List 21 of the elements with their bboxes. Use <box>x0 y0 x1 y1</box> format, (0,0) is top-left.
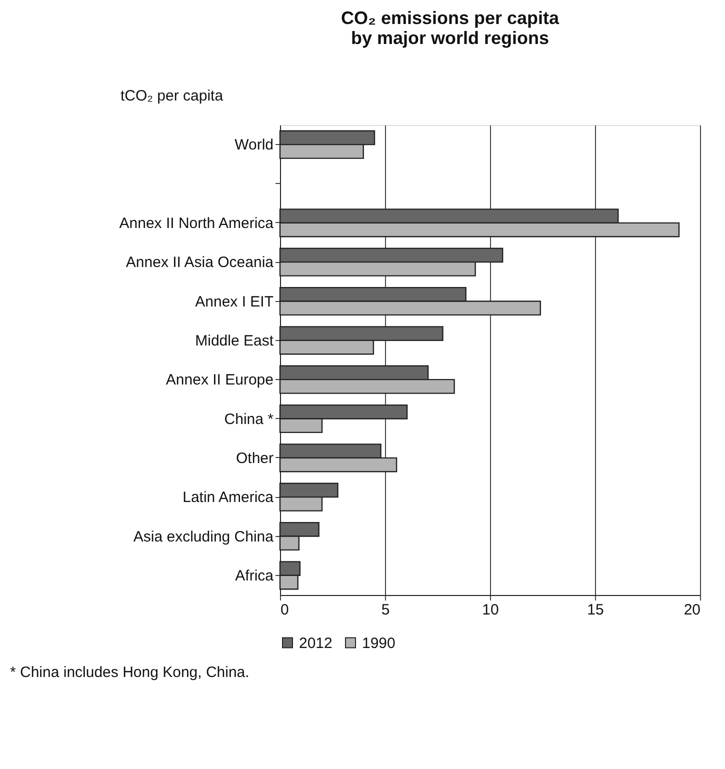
x-tick-label: 20 <box>684 602 700 618</box>
y-tick-label: Asia excluding China <box>133 528 274 546</box>
y-tick-label: Middle East <box>195 332 274 350</box>
y-tick-label: Annex I EIT <box>195 293 274 310</box>
x-tick-label: 15 <box>587 602 604 618</box>
y-axis-title: tCO₂ per capita <box>120 88 224 104</box>
y-tick-label: Annex II Asia Oceania <box>126 254 274 272</box>
y-tick-label: Latin America <box>182 489 274 506</box>
y-tick-label: Annex II Europe <box>166 372 274 389</box>
y-tick-label: Annex II North America <box>119 214 274 232</box>
chart-title: CO₂ emissions per capita by major world regions <box>340 8 560 48</box>
text: * China includes Hong Kong, China. <box>10 664 250 681</box>
y-tick-label: World <box>234 136 274 154</box>
x-tick-label: 5 <box>381 602 390 618</box>
legend-label: 2012 <box>299 634 332 652</box>
y-tick-label: China * <box>224 410 274 428</box>
x-tick-label: 10 <box>482 602 499 618</box>
y-tick-label: Other <box>236 450 274 467</box>
x-tick-label: 0 <box>280 602 289 618</box>
legend-label: 1990 <box>362 634 396 652</box>
y-tick-label: Africa <box>235 567 274 584</box>
